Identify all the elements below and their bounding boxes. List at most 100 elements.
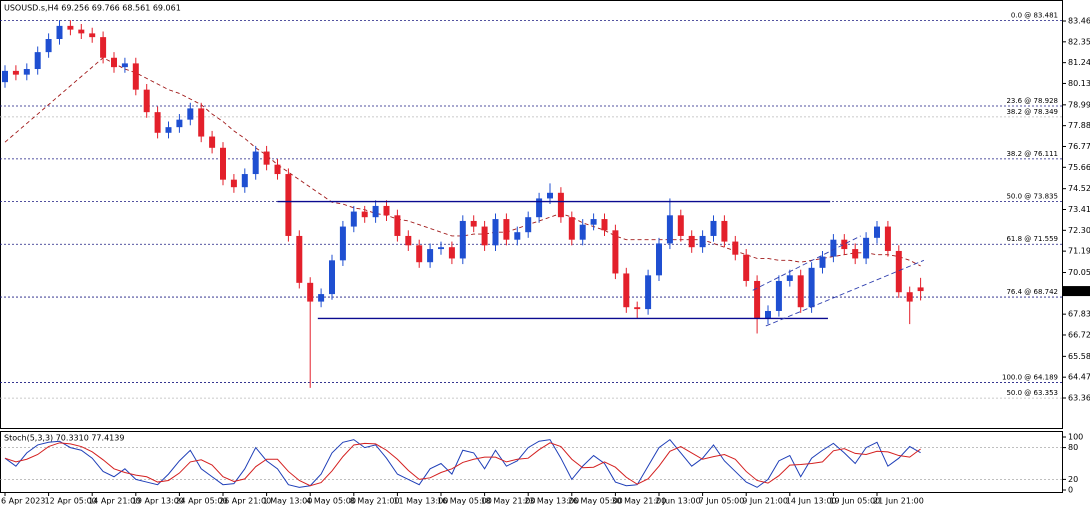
candle-body (438, 247, 444, 250)
stoch-line (4, 442, 921, 487)
candle-body (688, 235, 695, 248)
x-tick-label: 30 May 21:00 (611, 497, 666, 506)
fib-label: 100.0 @ 64.189 (1002, 373, 1058, 381)
candle-body (895, 250, 902, 293)
candle-body (339, 226, 346, 261)
candle-body (568, 217, 575, 240)
candle-body (45, 39, 52, 53)
candle-body (350, 211, 357, 227)
moving-average (4, 57, 921, 267)
candle-body (470, 220, 477, 227)
candle-body (143, 89, 150, 113)
y-tick-label: 75.660 (1068, 163, 1090, 172)
y-tick-label: 70.050 (1068, 268, 1090, 277)
trend-line (765, 259, 925, 327)
candle-body (863, 237, 870, 259)
candle-body (677, 215, 684, 236)
x-tick-label: 19 Jun 05:00 (829, 497, 880, 506)
y-tick-label: 78.990 (1068, 100, 1090, 109)
candle-body (601, 219, 608, 231)
candle-body (427, 249, 434, 263)
candle-body (721, 220, 728, 242)
x-tick-label: 24 Apr 05:00 (175, 497, 227, 506)
candle-body (710, 220, 717, 236)
stoch-panel (0, 431, 1063, 493)
candle-body (100, 37, 107, 58)
candle-body (318, 294, 325, 302)
x-tick-label: 23 May 13:00 (524, 497, 579, 506)
candle-body (154, 112, 161, 133)
candle-body (623, 273, 630, 308)
fib-label: 50.0 @ 63.353 (1006, 389, 1058, 397)
y-tick-label: 65.580 (1068, 352, 1090, 361)
x-tick-label: 1 May 13:00 (263, 497, 313, 506)
y-tick-label: 72.300 (1068, 226, 1090, 235)
fib-label: 38.2 @ 76.111 (1006, 150, 1058, 158)
y-tick-label: 100 (1068, 433, 1083, 442)
candle-body (176, 119, 183, 128)
y-tick-label: 80 (1068, 443, 1078, 452)
candle-body (765, 310, 771, 319)
candle-body (448, 247, 455, 259)
y-tick-label: 82.350 (1068, 37, 1090, 46)
candle-body (503, 219, 510, 240)
candle-body (23, 69, 30, 75)
y-tick-label: 0 (1068, 486, 1073, 495)
x-tick-label: 7 Jun 05:00 (699, 497, 745, 506)
candle-body (67, 25, 74, 30)
candle-body (634, 307, 641, 310)
x-tick-label: 6 Apr 2023 (1, 497, 45, 506)
x-tick-label: 26 May 05:00 (568, 497, 623, 506)
fib-label: 76.4 @ 68.742 (1006, 288, 1058, 296)
y-tick-label: 66.720 (1068, 330, 1090, 339)
candle-body (459, 220, 466, 259)
trend-line (752, 235, 861, 291)
chart-title: USOUSD.s,H4 69.256 69.766 68.561 69.061 (4, 4, 181, 13)
candle-body (230, 179, 237, 188)
x-tick-label: 9 Jun 21:00 (742, 497, 788, 506)
candle-body (525, 217, 532, 233)
candle-body (819, 256, 826, 268)
candle-body (89, 33, 96, 38)
candle-body (307, 282, 314, 302)
price-panel (0, 0, 1063, 429)
candle-body (361, 211, 368, 218)
candle-body (743, 254, 750, 281)
candle-body (481, 226, 488, 246)
candle-body (775, 280, 782, 311)
x-tick-label: 14 Jun 13:00 (786, 497, 837, 506)
candle-body (132, 63, 139, 90)
candle-body (917, 287, 924, 292)
x-tick-label: 18 May 21:00 (481, 497, 536, 506)
y-tick-label: 81.240 (1068, 58, 1090, 67)
candle-body (394, 215, 401, 236)
y-tick-label: 83.460 (1068, 17, 1090, 26)
candle-body (852, 249, 859, 259)
candle-body (754, 280, 761, 319)
y-tick-label: 80.130 (1068, 79, 1090, 88)
candle-body (405, 235, 412, 246)
y-tick-label: 76.770 (1068, 142, 1090, 151)
fib-label: 23.6 @ 78.928 (1006, 97, 1058, 105)
candle-body (547, 192, 553, 199)
candle-body (830, 239, 837, 257)
x-tick-label: 14 Apr 21:00 (88, 497, 140, 506)
candle-body (252, 151, 259, 175)
candle-body (666, 215, 673, 244)
y-tick-label: 64.470 (1068, 373, 1090, 382)
y-tick-label: 74.520 (1068, 184, 1090, 193)
candle-body (590, 219, 597, 225)
fib-label: 50.0 @ 73.835 (1006, 193, 1058, 201)
candle-body (612, 230, 619, 274)
x-tick-label: 26 Apr 21:00 (219, 497, 271, 506)
candle-body (274, 164, 281, 175)
fib-label: 0.0 @ 83.481 (1011, 12, 1058, 20)
x-tick-label: 8 May 21:00 (350, 497, 400, 506)
candle-body (285, 174, 292, 236)
candle-body (121, 63, 128, 68)
y-tick-label: 20 (1068, 475, 1078, 484)
candle-body (220, 147, 226, 180)
candle-body (536, 198, 543, 218)
